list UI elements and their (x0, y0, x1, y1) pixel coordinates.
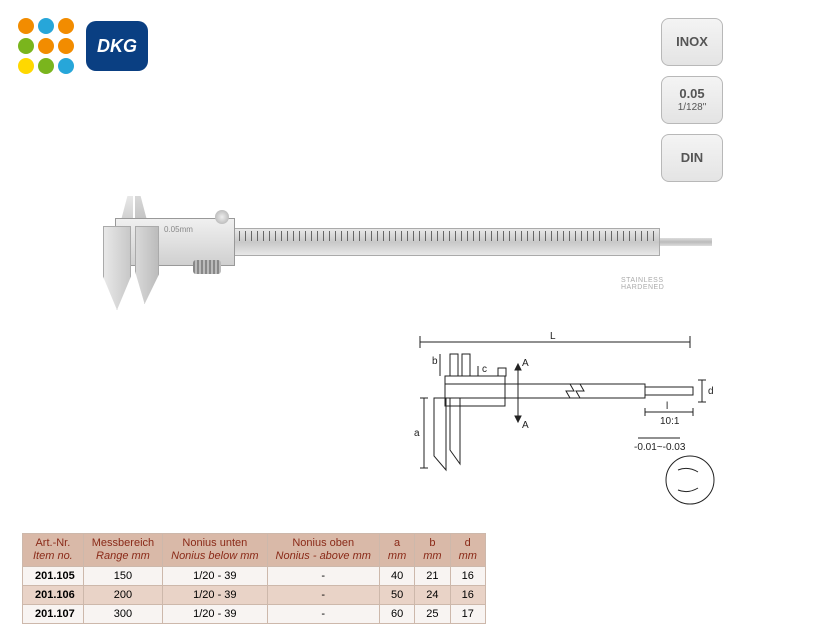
caliper-lower-jaw-moving (135, 226, 159, 304)
badge-din: DIN (661, 134, 723, 182)
property-badges: INOX 0.05 1/128" DIN (661, 18, 723, 182)
ratio: 10:1 (660, 416, 680, 427)
col-b: bmm (415, 533, 450, 566)
table-body: 201.105 150 1/20 - 39 - 40 21 16 201.106… (23, 567, 486, 624)
table-row: 201.105 150 1/20 - 39 - 40 21 16 (23, 567, 486, 586)
badge-text: DIN (681, 151, 703, 165)
col-range: MessbereichRange mm (83, 533, 162, 566)
dim-A-top: A (522, 358, 529, 369)
tolerance: -0.01~-0.03 (634, 442, 686, 453)
table-header: Art.-Nr.Item no. MessbereichRange mm Non… (23, 533, 486, 566)
dot (58, 18, 74, 34)
logo-dots (18, 18, 74, 74)
badge-text: INOX (676, 35, 708, 49)
col-nonius-above: Nonius obenNonius - above mm (267, 533, 379, 566)
dot (18, 18, 34, 34)
caliper-illustration: STAINLESS HARDENED (75, 188, 675, 328)
dim-a: a (414, 428, 420, 439)
badge-inox: INOX (661, 18, 723, 66)
brand-name: DKG (86, 21, 148, 71)
brand-logo: DKG (18, 18, 148, 74)
caliper-slider (115, 218, 235, 266)
dot (38, 58, 54, 74)
dim-A-bot: A (522, 420, 529, 431)
dim-l: l (666, 401, 668, 412)
badge-text: 0.05 (679, 87, 704, 101)
col-d: dmm (450, 533, 485, 566)
spec-table: Art.-Nr.Item no. MessbereichRange mm Non… (22, 533, 486, 624)
badge-subtext: 1/128" (678, 102, 707, 113)
dim-L: L (550, 331, 556, 342)
dot (18, 38, 34, 54)
dim-d: d (708, 386, 714, 397)
dim-c: c (482, 364, 487, 375)
caliper-lock-screw (215, 210, 229, 224)
caliper-thumbwheel (193, 260, 221, 274)
dot (38, 38, 54, 54)
col-artnr: Art.-Nr.Item no. (23, 533, 84, 566)
caliper-engraving: STAINLESS HARDENED (621, 277, 664, 291)
table-row: 201.106 200 1/20 - 39 - 50 24 16 (23, 586, 486, 605)
dot (58, 58, 74, 74)
technical-diagram: L A A a b c d l 10:1 -0.01~-0.03 (390, 330, 760, 510)
col-nonius-below: Nonius untenNonius below mm (163, 533, 267, 566)
dot (58, 38, 74, 54)
badge-precision: 0.05 1/128" (661, 76, 723, 124)
caliper-depth-rod (660, 238, 712, 246)
dim-b: b (432, 356, 438, 367)
caliper-lower-jaw-fixed (103, 226, 131, 310)
table-row: 201.107 300 1/20 - 39 - 60 25 17 (23, 605, 486, 624)
dot (38, 18, 54, 34)
dot (18, 58, 34, 74)
col-a: amm (379, 533, 414, 566)
